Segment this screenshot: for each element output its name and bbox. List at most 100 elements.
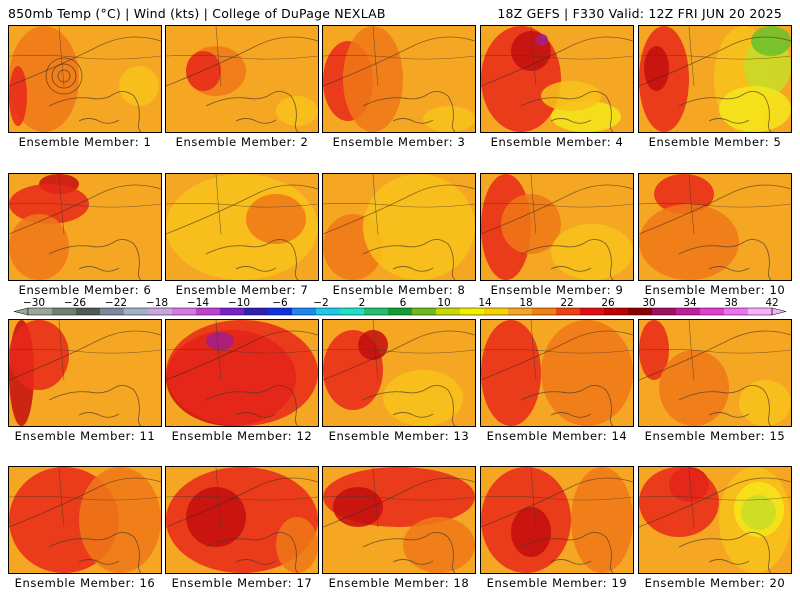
height-contour [323, 184, 475, 235]
temperature-field [481, 467, 633, 573]
ensemble-member-map [165, 466, 319, 574]
coastline [550, 266, 592, 272]
coastline [763, 389, 772, 426]
temperature-field [166, 174, 318, 280]
height-contour [481, 184, 633, 235]
coastline [708, 559, 750, 565]
coastline [447, 243, 456, 280]
temperature-shading [741, 495, 776, 530]
colorbar-segment [100, 308, 125, 315]
state-border [215, 174, 222, 235]
height-contour [166, 477, 318, 528]
coastline [133, 536, 142, 573]
temperature-shading [186, 51, 221, 91]
ensemble-member-label: Ensemble Member: 9 [490, 283, 624, 297]
colorbar-tick-label: 30 [642, 297, 655, 309]
temperature-shading [751, 26, 791, 56]
coastline [550, 559, 592, 565]
ensemble-member-map [480, 466, 634, 574]
temperature-shading [481, 320, 541, 426]
ensemble-member-map [8, 173, 162, 281]
colorbar-segment [508, 308, 533, 315]
temperature-shading [9, 66, 27, 126]
colorbar-segment [244, 308, 269, 315]
state-border [639, 349, 791, 354]
coastline [235, 266, 277, 272]
temperature-field [166, 26, 318, 132]
height-contour [323, 477, 475, 528]
temperature-field [9, 174, 161, 280]
ensemble-member-label: Ensemble Member: 15 [644, 429, 786, 443]
temperature-shading [79, 467, 161, 573]
temperature-shading [571, 467, 633, 573]
coastline [78, 266, 120, 272]
ensemble-member-map [8, 466, 162, 574]
height-contour [166, 36, 318, 87]
temperature-colorbar: −30 −26 −22 −18 −14 −10 −6 −2 2 6 10 14 18 22 26 30 34 38… [14, 297, 786, 316]
colorbar-tick-label: 18 [519, 297, 532, 309]
colorbar-segment [604, 308, 629, 315]
state-border [688, 320, 695, 381]
state-border [530, 467, 537, 528]
state-border [530, 174, 537, 235]
colorbar-segment [484, 308, 509, 315]
colorbar-segment [292, 308, 317, 315]
state-border [639, 496, 791, 501]
temperature-field [9, 467, 161, 573]
colorbar-segment [28, 308, 53, 315]
colorbar-segment [364, 308, 389, 315]
ensemble-member-label: Ensemble Member: 11 [14, 429, 156, 443]
ensemble-member-label: Ensemble Member: 18 [328, 576, 470, 590]
ensemble-member-label: Ensemble Member: 16 [14, 576, 156, 590]
coastline [290, 95, 299, 132]
coastline [392, 559, 434, 565]
colorbar-segment [556, 308, 581, 315]
state-border [9, 349, 161, 354]
temperature-field [323, 26, 475, 132]
colorbar-segment [460, 308, 485, 315]
temperature-shading [383, 370, 463, 426]
state-border [639, 203, 791, 208]
coastline [392, 412, 434, 418]
coastline [605, 95, 614, 132]
colorbar-segment [76, 308, 101, 315]
height-contour [323, 36, 475, 87]
height-contour [639, 477, 791, 528]
height-contour [481, 36, 633, 87]
height-contour [639, 330, 791, 381]
temperature-shading [541, 81, 601, 111]
ensemble-member-map [638, 466, 792, 574]
colorbar-segment [412, 308, 437, 315]
ensemble-member-map [480, 319, 634, 427]
colorbar-segment [124, 308, 149, 315]
coastline [520, 239, 607, 255]
temperature-shading [536, 34, 548, 46]
height-contour [639, 184, 791, 235]
coastline [235, 412, 277, 418]
ensemble-member-map [165, 319, 319, 427]
height-contour [166, 184, 318, 235]
ensemble-member-label: Ensemble Member: 6 [18, 283, 152, 297]
colorbar-tick-label: −18 [146, 297, 168, 309]
coastline [605, 389, 614, 426]
colorbar-segment [724, 308, 749, 315]
state-border [215, 26, 222, 87]
coastline [605, 243, 614, 280]
state-border [166, 203, 318, 208]
coastline [550, 412, 592, 418]
temperature-shading [358, 330, 388, 360]
height-contour [166, 330, 318, 381]
ensemble-member-label: Ensemble Member: 2 [175, 135, 309, 149]
ensemble-member-label: Ensemble Member: 13 [328, 429, 470, 443]
temperature-field [166, 467, 318, 573]
ensemble-member-map [638, 25, 792, 133]
state-border [166, 496, 318, 501]
temperature-field [481, 320, 633, 426]
height-contour [9, 36, 161, 87]
temperature-shading [403, 517, 475, 573]
colorbar-tick-label: 10 [437, 297, 450, 309]
colorbar-outline [27, 307, 773, 316]
temperature-shading [644, 46, 669, 91]
coastline [678, 532, 765, 548]
state-border [9, 55, 161, 60]
